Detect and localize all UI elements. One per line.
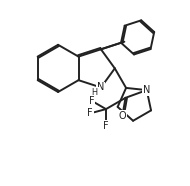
Text: O: O [119,111,126,121]
Text: F: F [103,121,109,131]
Text: F: F [89,96,95,106]
Text: H: H [92,88,98,97]
Text: F: F [87,108,93,118]
Text: N: N [143,85,150,95]
Text: N: N [97,82,105,92]
